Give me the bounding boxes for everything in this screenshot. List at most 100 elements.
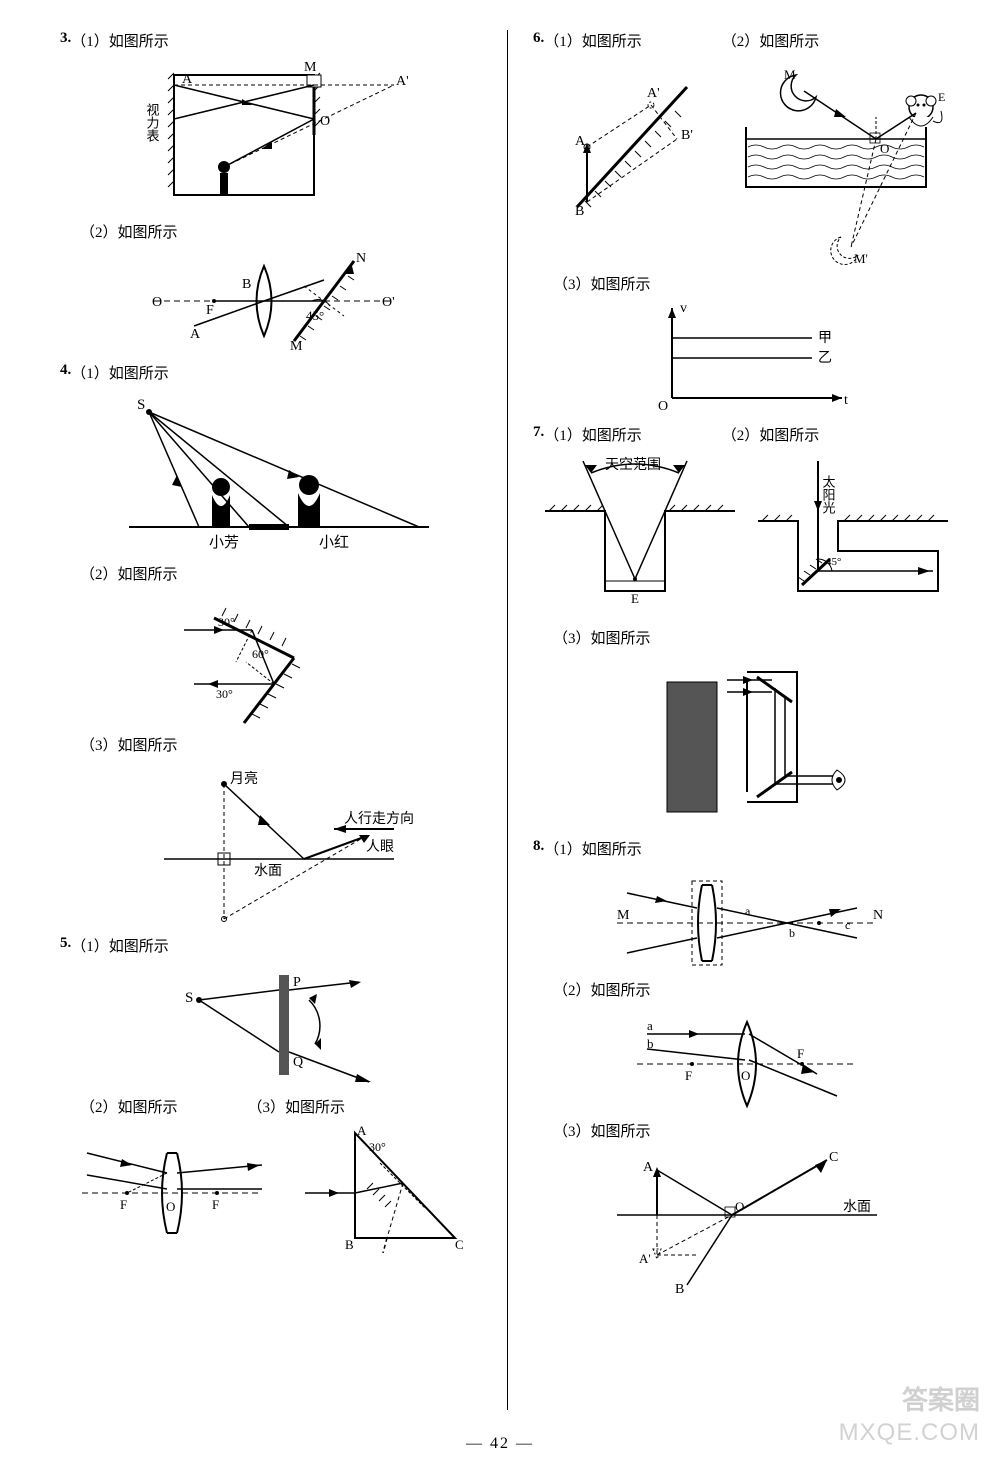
- q6-fig1: A B A' B': [537, 57, 717, 237]
- svg-text:O: O: [166, 1199, 175, 1214]
- q4-p3: （3）如图所示: [80, 734, 178, 755]
- column-divider: [507, 30, 508, 1410]
- svg-text:乙: 乙: [818, 350, 832, 366]
- svg-text:M: M: [617, 908, 630, 923]
- svg-text:A': A': [396, 74, 409, 89]
- svg-text:P: P: [293, 975, 301, 990]
- svg-text:30°: 30°: [369, 1140, 386, 1154]
- q7-p1: （1）如图所示: [544, 424, 642, 445]
- svg-text:水面: 水面: [254, 863, 282, 879]
- q6-fig2: M E O: [726, 57, 956, 267]
- q7-p3: （3）如图所示: [553, 627, 651, 648]
- svg-text:B: B: [345, 1237, 354, 1252]
- svg-text:O: O: [658, 399, 668, 414]
- watermark-en: MXQE.COM: [839, 1419, 980, 1447]
- q6-p2: （2）如图所示: [722, 30, 820, 51]
- svg-text:视力表: 视力表: [144, 103, 159, 142]
- svg-text:30°: 30°: [216, 687, 233, 701]
- svg-text:M': M': [854, 251, 868, 266]
- page: 3. （1）如图所示: [0, 0, 1000, 1410]
- svg-text:A: A: [182, 72, 193, 87]
- svg-text:O: O: [741, 1068, 750, 1083]
- svg-text:B': B': [681, 128, 693, 143]
- q5-fig1: S P Q: [159, 960, 389, 1090]
- svg-text:A': A': [647, 86, 660, 101]
- svg-text:45°: 45°: [306, 308, 324, 323]
- q5-fig3: A B C 30°: [295, 1123, 475, 1253]
- q7-p2: （2）如图所示: [722, 424, 820, 445]
- svg-text:天空范围: 天空范围: [605, 456, 661, 473]
- q3-num: 3.: [60, 30, 71, 47]
- q3-fig1: A M A' O 视力表: [124, 55, 424, 215]
- svg-text:O': O': [382, 295, 395, 310]
- q5-p3: （3）如图所示: [248, 1096, 346, 1117]
- q8-p3: （3）如图所示: [553, 1120, 651, 1141]
- q6-header: 6. （1）如图所示 （2）如图所示: [533, 30, 960, 51]
- svg-text:小红: 小红: [319, 534, 349, 551]
- q4-fig3: 月亮 人行走方向 人眼 水面: [134, 759, 414, 929]
- q4-fig2: 30° 60° 30°: [174, 588, 374, 728]
- q7-fig2: 太阳光 45°: [748, 451, 958, 621]
- svg-text:A: A: [643, 1160, 654, 1175]
- svg-text:F: F: [206, 303, 214, 318]
- svg-text:v: v: [680, 301, 687, 316]
- q8-fig2: a b F O F: [617, 1004, 877, 1114]
- svg-text:M: M: [784, 67, 796, 82]
- svg-text:N: N: [356, 251, 366, 266]
- right-column: 6. （1）如图所示 （2）如图所示: [513, 30, 960, 1400]
- svg-text:a: a: [745, 904, 751, 918]
- q8-fig1: M N a b c: [597, 863, 897, 973]
- q5-header: 5. （1）如图所示: [60, 935, 487, 956]
- svg-text:O: O: [152, 295, 162, 310]
- svg-text:B: B: [575, 204, 584, 219]
- svg-text:人行走方向: 人行走方向: [344, 811, 414, 827]
- q5-fig2: F O F: [72, 1123, 272, 1243]
- q3-p2: （2）如图所示: [80, 221, 178, 242]
- q5-num: 5.: [60, 935, 71, 952]
- svg-text:B: B: [242, 277, 251, 292]
- svg-text:C: C: [455, 1237, 464, 1252]
- q5-p1: （1）如图所示: [71, 935, 169, 956]
- svg-text:太阳光: 太阳光: [821, 475, 836, 514]
- svg-text:M: M: [304, 60, 317, 75]
- q6-p1: （1）如图所示: [544, 30, 642, 51]
- svg-text:A: A: [190, 327, 201, 342]
- svg-text:45°: 45°: [826, 556, 841, 568]
- svg-text:M: M: [290, 339, 303, 354]
- q5-p2: （2）如图所示: [80, 1096, 178, 1117]
- svg-text:小芳: 小芳: [209, 534, 239, 551]
- svg-text:b: b: [647, 1036, 654, 1051]
- svg-text:A: A: [357, 1123, 367, 1138]
- q3-fig2: O F A B M N O' 45°: [134, 246, 414, 356]
- q6-fig3: v t O 甲 乙: [632, 298, 862, 418]
- svg-text:S: S: [185, 990, 193, 1006]
- q8-num: 8.: [533, 838, 544, 855]
- svg-text:F: F: [120, 1197, 127, 1212]
- svg-text:E: E: [938, 90, 945, 104]
- q7-num: 7.: [533, 424, 544, 441]
- watermark-cn: 答案圈: [902, 1380, 980, 1417]
- svg-text:b: b: [789, 926, 795, 940]
- svg-text:N: N: [873, 908, 883, 923]
- svg-text:O: O: [320, 114, 330, 129]
- svg-text:O: O: [880, 141, 889, 156]
- svg-text:甲: 甲: [818, 331, 832, 346]
- q4-fig1: S 小芳 小红: [109, 387, 439, 557]
- svg-text:B: B: [675, 1282, 684, 1295]
- q3-p1: （1）如图所示: [71, 30, 169, 51]
- svg-text:F: F: [212, 1197, 219, 1212]
- svg-text:S: S: [137, 397, 145, 413]
- svg-text:a: a: [647, 1018, 653, 1033]
- q8-p1: （1）如图所示: [544, 838, 642, 859]
- q3-p2-row: （2）如图所示: [60, 221, 487, 242]
- svg-text:30°: 30°: [218, 615, 235, 629]
- svg-text:F: F: [685, 1068, 692, 1083]
- q4-header: 4. （1）如图所示: [60, 362, 487, 383]
- q4-p2: （2）如图所示: [80, 563, 178, 584]
- q4-num: 4.: [60, 362, 71, 379]
- svg-text:C: C: [829, 1150, 838, 1165]
- svg-text:E: E: [631, 591, 639, 606]
- q8-p2: （2）如图所示: [553, 979, 651, 1000]
- q6-p3: （3）如图所示: [553, 273, 651, 294]
- q7-fig3: [627, 652, 867, 832]
